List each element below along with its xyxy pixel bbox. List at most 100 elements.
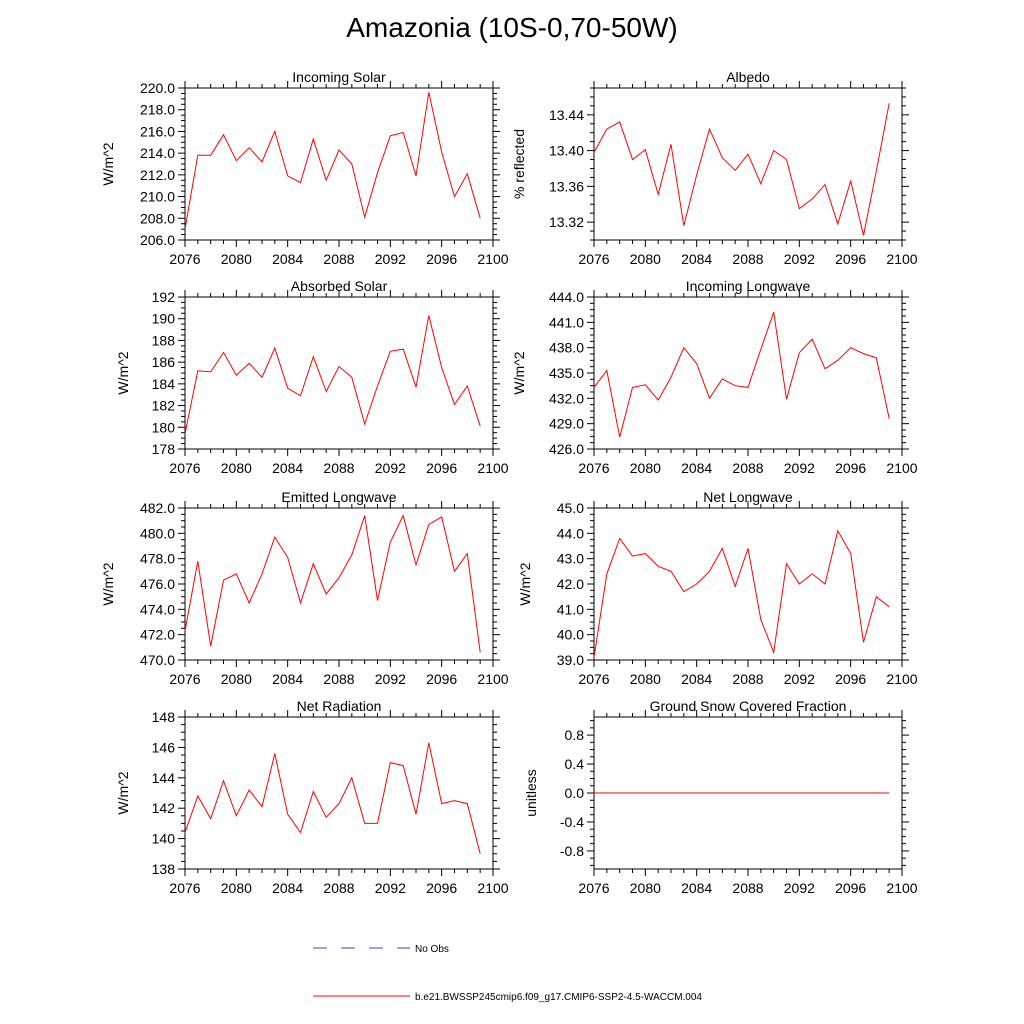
plot-frame: [184, 716, 494, 870]
x-tick-label: 2088: [323, 671, 354, 687]
y-tick-label: 39.0: [557, 652, 584, 668]
y-tick-label: 140: [152, 831, 176, 847]
y-tick-label: 0.4: [565, 756, 585, 772]
x-tick-label: 2088: [323, 880, 354, 896]
y-tick-label: 41.0: [557, 601, 584, 617]
y-tick-label: 192: [152, 289, 176, 305]
y-tick-label: 444.0: [549, 289, 584, 305]
chart-panel-4: Incoming Longwave W/m^2 2076 2080 2084 2088 20…: [511, 278, 918, 476]
x-tick-label: 2092: [375, 460, 406, 476]
y-tick-label: 0.0: [565, 785, 585, 801]
x-tick-label: 2080: [630, 880, 661, 896]
y-tick-label: 13.40: [549, 143, 584, 159]
chart-panel-1: Incoming Solar W/m^2 2076 2080 2084 2088 2092 2…: [100, 69, 509, 267]
x-tick-label: 2092: [375, 880, 406, 896]
plot-frame: [593, 507, 903, 661]
x-tick-label: 2096: [426, 460, 457, 476]
series-line: [184, 315, 481, 434]
y-axis-label: W/m^2: [517, 562, 533, 605]
x-tick-label: 2076: [169, 880, 200, 896]
y-tick-label: 146: [152, 739, 176, 755]
y-tick-label: 482.0: [140, 500, 175, 516]
x-tick-label: 2088: [323, 251, 354, 267]
y-tick-label: 474.0: [140, 601, 175, 617]
x-tick-label: 2080: [221, 251, 252, 267]
x-tick-label: 2092: [784, 880, 815, 896]
x-tick-label: 2076: [578, 880, 609, 896]
chart-panel-3: Absorbed Solar W/m^2 2076 2080 2084 2088 2092 2…: [115, 278, 509, 476]
x-tick-label: 2100: [477, 460, 508, 476]
x-tick-label: 2100: [886, 880, 917, 896]
chart-title: Ground Snow Covered Fraction: [650, 698, 847, 714]
x-tick-label: 2096: [835, 671, 866, 687]
x-tick-label: 2084: [272, 671, 303, 687]
x-tick-label: 2076: [578, 251, 609, 267]
x-tick-label: 2076: [578, 671, 609, 687]
y-tick-label: 208.0: [140, 210, 175, 226]
chart-title: Incoming Solar: [292, 69, 386, 85]
x-tick-label: 2088: [732, 880, 763, 896]
x-tick-label: 2084: [681, 251, 712, 267]
series-line: [184, 92, 481, 230]
y-tick-label: 148: [152, 709, 176, 725]
y-axis-label: W/m^2: [115, 771, 131, 814]
x-tick-label: 2088: [323, 460, 354, 476]
x-tick-label: 2100: [886, 251, 917, 267]
x-tick-label: 2100: [886, 460, 917, 476]
y-tick-label: 45.0: [557, 500, 584, 516]
x-tick-label: 2076: [169, 460, 200, 476]
x-tick-label: 2096: [426, 251, 457, 267]
chart-title: Net Longwave: [703, 489, 793, 505]
x-tick-label: 2092: [784, 671, 815, 687]
y-tick-label: 472.0: [140, 627, 175, 643]
x-tick-label: 2100: [886, 671, 917, 687]
chart-panel-8: Ground Snow Covered Fraction unitless 2076…: [523, 698, 918, 896]
x-tick-label: 2096: [426, 880, 457, 896]
x-tick-label: 2092: [375, 251, 406, 267]
x-tick-label: 2096: [426, 671, 457, 687]
y-axis-label: % reflected: [511, 129, 527, 199]
y-tick-label: 216.0: [140, 123, 175, 139]
plot-frame: [184, 296, 494, 450]
y-tick-label: 214.0: [140, 145, 175, 161]
x-tick-label: 2096: [835, 880, 866, 896]
y-tick-label: 210.0: [140, 189, 175, 205]
y-tick-label: 186: [152, 354, 176, 370]
y-tick-label: 432.0: [549, 390, 584, 406]
x-tick-label: 2096: [835, 460, 866, 476]
chart-title: Albedo: [726, 69, 770, 85]
y-tick-label: -0.8: [560, 843, 584, 859]
y-tick-label: 184: [152, 376, 176, 392]
legend-model-label: b.e21.BWSSP245cmip6.f09_g17.CMIP6-SSP2-4…: [415, 992, 702, 1003]
x-tick-label: 2100: [477, 251, 508, 267]
y-tick-label: 44.0: [557, 525, 584, 541]
chart-title: Net Radiation: [297, 698, 382, 714]
legend-obs-label: No Obs: [415, 944, 449, 955]
y-tick-label: 478.0: [140, 551, 175, 567]
x-tick-label: 2088: [732, 671, 763, 687]
chart-panel-2: Albedo % reflected 2076 2080 2084 2088 2092 209…: [511, 69, 918, 267]
y-tick-label: 0.8: [565, 727, 585, 743]
y-tick-label: 13.32: [549, 214, 584, 230]
y-tick-label: 13.36: [549, 178, 584, 194]
chart-title: Incoming Longwave: [686, 278, 811, 294]
x-tick-label: 2080: [630, 460, 661, 476]
y-tick-label: 476.0: [140, 576, 175, 592]
y-tick-label: 438.0: [549, 340, 584, 356]
y-tick-label: 182: [152, 398, 176, 414]
chart-panel-5: Emitted Longwave W/m^2 2076 2080 2084 2088 209…: [100, 489, 509, 687]
x-tick-label: 2084: [272, 460, 303, 476]
y-tick-label: 144: [152, 770, 176, 786]
chart-panel-6: Net Longwave W/m^2 2076 2080 2084 2088 2092 209…: [517, 489, 918, 687]
y-tick-label: 441.0: [549, 314, 584, 330]
x-tick-label: 2092: [784, 460, 815, 476]
y-tick-label: -0.4: [560, 814, 584, 830]
x-tick-label: 2088: [732, 460, 763, 476]
y-axis-label: W/m^2: [511, 351, 527, 394]
x-tick-label: 2084: [681, 460, 712, 476]
y-tick-label: 218.0: [140, 102, 175, 118]
y-tick-label: 43.0: [557, 551, 584, 567]
x-tick-label: 2076: [578, 460, 609, 476]
y-tick-label: 40.0: [557, 627, 584, 643]
